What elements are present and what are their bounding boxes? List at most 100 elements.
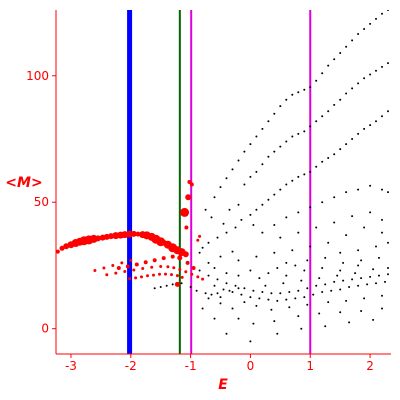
data-point-1-216 — [207, 297, 210, 300]
data-point-1-227 — [210, 216, 213, 219]
data-point-1-53 — [381, 65, 383, 68]
data-point-1-213 — [372, 318, 375, 321]
data-point-0-70 — [164, 272, 167, 276]
data-point-1-55 — [249, 213, 252, 216]
data-point-1-51 — [369, 73, 372, 76]
data-point-1-209 — [276, 332, 279, 335]
data-point-0-72 — [175, 274, 179, 278]
data-point-1-190 — [243, 301, 246, 304]
data-point-1-97 — [381, 218, 383, 221]
axes — [55, 10, 391, 355]
data-point-1-56 — [255, 208, 258, 211]
data-point-1-22 — [345, 45, 348, 48]
data-point-1-210 — [300, 327, 303, 330]
data-point-1-34 — [267, 155, 270, 158]
data-point-1-45 — [333, 103, 336, 106]
data-point-1-78 — [387, 110, 389, 113]
data-point-1-180 — [342, 261, 345, 264]
data-point-1-143 — [303, 296, 306, 299]
data-point-1-64 — [303, 173, 306, 176]
data-point-1-111 — [198, 269, 201, 272]
data-point-1-1 — [219, 186, 222, 189]
data-point-1-76 — [375, 120, 377, 123]
data-point-1-122 — [297, 289, 300, 292]
data-point-1-162 — [216, 292, 219, 295]
data-point-1-24 — [357, 33, 360, 35]
data-point-1-223 — [234, 226, 237, 229]
data-point-1-50 — [363, 77, 366, 80]
data-point-1-44 — [327, 110, 330, 113]
data-point-0-35 — [116, 266, 121, 270]
data-point-1-132 — [387, 273, 389, 276]
data-point-1-80 — [273, 224, 276, 226]
data-point-1-202 — [297, 315, 300, 318]
data-point-1-74 — [363, 127, 366, 130]
data-point-1-72 — [351, 138, 354, 140]
data-point-1-30 — [243, 183, 246, 186]
data-point-1-222 — [225, 231, 228, 234]
data-point-1-157 — [180, 282, 183, 285]
data-point-0-41 — [170, 254, 175, 259]
data-point-0-53 — [132, 268, 136, 272]
data-point-0-58 — [172, 266, 176, 270]
data-point-1-16 — [309, 86, 312, 89]
data-point-1-32 — [255, 170, 258, 173]
data-point-0-57 — [166, 265, 170, 269]
data-point-1-106 — [339, 251, 342, 254]
data-point-0-52 — [123, 270, 127, 273]
data-point-1-142 — [294, 297, 297, 300]
data-point-1-173 — [258, 277, 261, 280]
data-point-1-25 — [363, 28, 366, 30]
data-point-1-151 — [375, 282, 377, 285]
data-point-0-76 — [198, 234, 202, 238]
data-point-1-144 — [312, 293, 315, 296]
data-point-1-4 — [237, 159, 240, 162]
data-point-1-208 — [249, 340, 252, 343]
data-point-1-21 — [339, 52, 342, 54]
data-point-1-236 — [237, 274, 240, 277]
data-point-1-150 — [366, 283, 369, 286]
data-point-1-46 — [339, 98, 342, 101]
data-point-0-29 — [182, 251, 189, 258]
data-point-0-66 — [140, 275, 143, 279]
data-point-1-0 — [213, 196, 216, 199]
y-axis-label: <M> — [5, 175, 42, 191]
data-point-1-59 — [273, 193, 276, 196]
data-point-1-232 — [219, 255, 222, 258]
data-point-1-58 — [267, 198, 270, 201]
data-point-0-0 — [56, 249, 60, 254]
data-point-1-63 — [297, 175, 300, 178]
data-point-1-128 — [351, 278, 354, 281]
data-point-0-71 — [170, 273, 173, 277]
data-point-1-188 — [219, 302, 222, 305]
data-point-1-73 — [357, 132, 360, 135]
data-point-1-117 — [252, 289, 255, 292]
x-axis-label: E — [218, 377, 228, 393]
data-point-0-64 — [128, 277, 132, 281]
data-point-1-201 — [273, 320, 276, 323]
data-point-1-116 — [243, 287, 246, 290]
data-point-1-186 — [339, 269, 342, 272]
data-point-0-62 — [196, 275, 200, 279]
y-tick-label-1: 50 — [34, 195, 49, 209]
data-point-1-181 — [360, 259, 363, 262]
data-point-1-179 — [324, 256, 327, 259]
data-point-1-33 — [261, 163, 264, 166]
data-point-1-10 — [273, 112, 276, 115]
data-point-1-121 — [288, 291, 291, 293]
data-point-1-123 — [306, 287, 309, 290]
data-point-0-61 — [190, 272, 194, 276]
data-point-0-42 — [177, 255, 183, 261]
data-point-1-54 — [387, 62, 389, 65]
data-point-0-30 — [180, 207, 190, 217]
data-point-1-136 — [240, 293, 243, 296]
data-point-1-69 — [333, 153, 336, 156]
data-point-1-60 — [279, 188, 282, 191]
data-point-1-194 — [306, 303, 309, 306]
data-point-1-108 — [375, 245, 377, 248]
data-point-1-187 — [357, 264, 360, 267]
data-point-1-158 — [189, 286, 192, 288]
data-point-1-2 — [225, 177, 228, 180]
data-point-1-11 — [279, 105, 282, 108]
data-point-0-1 — [59, 245, 65, 251]
